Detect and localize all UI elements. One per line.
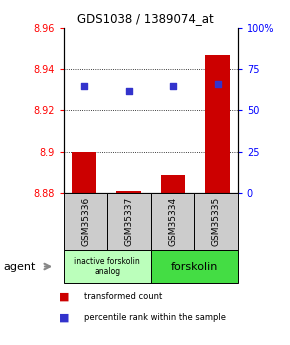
Text: GSM35334: GSM35334	[168, 197, 177, 246]
Bar	[161, 175, 185, 193]
Bar	[205, 55, 230, 193]
Text: percentile rank within the sample: percentile rank within the sample	[84, 313, 226, 322]
Text: agent: agent	[3, 262, 35, 272]
Text: GDS1038 / 1389074_at: GDS1038 / 1389074_at	[77, 12, 213, 25]
Bar	[116, 191, 141, 193]
Text: transformed count: transformed count	[84, 292, 162, 301]
Point	[215, 81, 220, 87]
Text: ■: ■	[59, 292, 69, 302]
Text: GSM35335: GSM35335	[211, 197, 221, 246]
Point	[82, 83, 86, 88]
Point	[126, 88, 131, 93]
Text: GSM35336: GSM35336	[81, 197, 90, 246]
Point	[171, 83, 175, 88]
Text: inactive forskolin
analog: inactive forskolin analog	[75, 257, 140, 276]
Text: forskolin: forskolin	[171, 262, 218, 272]
Text: ■: ■	[59, 313, 69, 322]
Bar	[72, 152, 96, 193]
Text: GSM35337: GSM35337	[124, 197, 134, 246]
